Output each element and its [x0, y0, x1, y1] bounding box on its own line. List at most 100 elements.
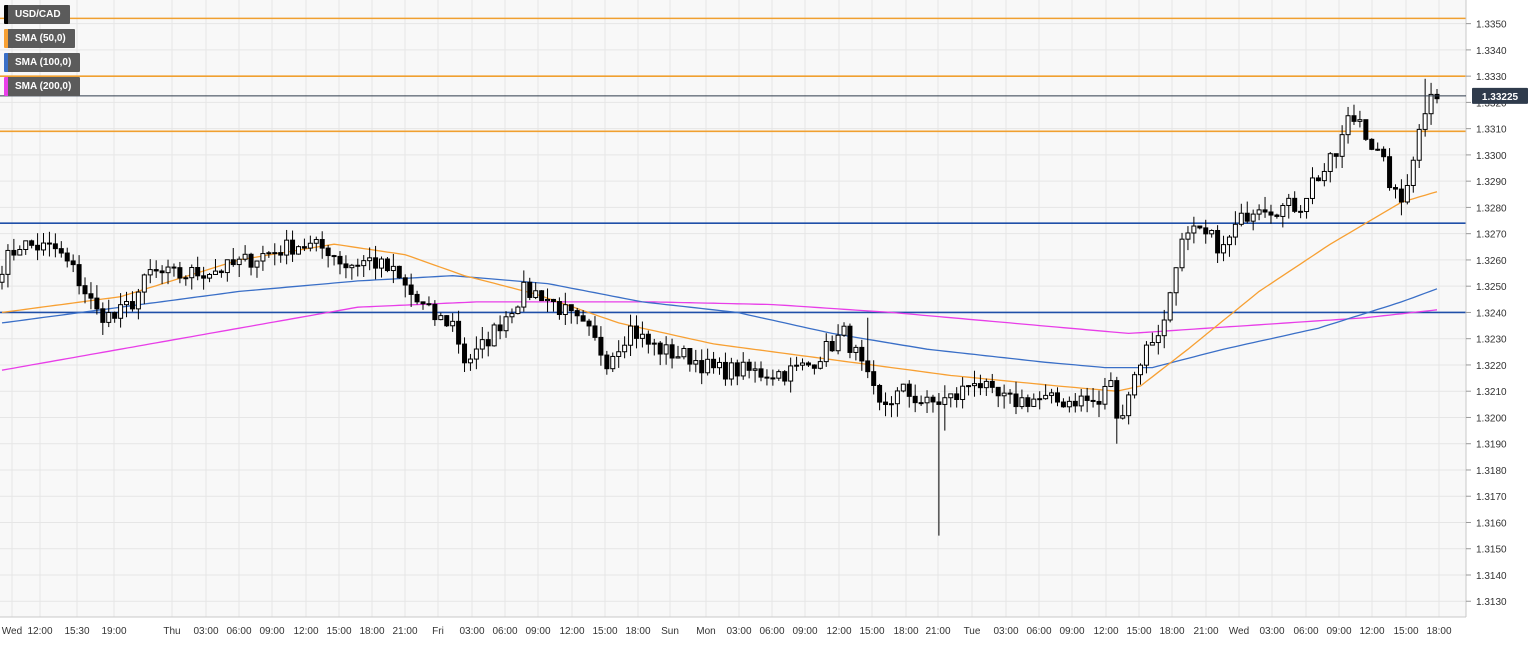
candle-body-up: [183, 277, 189, 280]
candle: [58, 241, 64, 258]
y-tick-label: 1.3290: [1476, 177, 1507, 188]
candle: [379, 256, 385, 278]
candle: [1203, 219, 1209, 244]
candle-body-up: [1066, 400, 1072, 408]
candle-body-down: [420, 301, 426, 305]
candle-body-up: [545, 298, 551, 302]
candle-body-down: [633, 325, 639, 339]
candle: [1007, 389, 1013, 404]
candle: [764, 369, 770, 386]
candle: [1226, 235, 1232, 257]
candle-body-up: [1155, 335, 1161, 344]
candle-body-down: [1434, 93, 1440, 100]
y-tick-label: 1.3340: [1476, 46, 1507, 57]
candle-body-down: [100, 308, 106, 323]
x-tick-label: 18:00: [1159, 626, 1184, 637]
candle: [290, 230, 296, 262]
candle-body-up: [1404, 184, 1410, 203]
candle-body-down: [877, 384, 883, 403]
x-tick-label: Mon: [696, 626, 715, 637]
candle-body-down: [1090, 399, 1096, 402]
candle-body-down: [248, 253, 254, 268]
candle-body-down: [918, 402, 924, 405]
candle-body-up: [1185, 232, 1191, 240]
candle-body-down: [936, 401, 942, 405]
legend-item-sma50[interactable]: SMA (50,0): [4, 29, 75, 48]
candle-body-up: [1143, 344, 1149, 366]
candle: [847, 323, 853, 359]
candle: [633, 315, 639, 349]
candle: [568, 304, 574, 324]
x-tick-label: 09:00: [792, 626, 817, 637]
candle-body-up: [307, 242, 313, 249]
candle-body-down: [550, 298, 556, 303]
candle-body-down: [1084, 395, 1090, 401]
candle-body-down: [604, 354, 610, 370]
candle: [473, 336, 479, 370]
candle-body-down: [645, 333, 651, 345]
candle: [580, 310, 586, 322]
candle-body-up: [17, 248, 23, 256]
x-tick-label: 03:00: [993, 626, 1018, 637]
candle-body-up: [390, 265, 396, 272]
candle-body-down: [711, 358, 717, 369]
candle: [1102, 377, 1108, 410]
candle-body-down: [734, 362, 740, 377]
candle: [5, 244, 11, 288]
candle: [1262, 196, 1268, 218]
candle-body-up: [521, 281, 527, 308]
candle-body-down: [1292, 197, 1298, 212]
candle: [1315, 175, 1321, 182]
candle-body-up: [1286, 197, 1292, 206]
candle: [485, 331, 491, 357]
candle-body-down: [201, 275, 207, 279]
candle-body-up: [800, 362, 806, 366]
candle: [479, 327, 485, 359]
candle: [1043, 384, 1049, 400]
candle: [1120, 404, 1126, 420]
candle: [1155, 324, 1161, 355]
candle-body-up: [705, 358, 711, 374]
candle-body-up: [1179, 238, 1185, 269]
candle-body-up: [491, 324, 497, 347]
candle-body-down: [805, 362, 811, 366]
candle: [521, 270, 527, 312]
y-tick-label: 1.3150: [1476, 545, 1507, 556]
x-tick-label: 12:00: [1093, 626, 1118, 637]
x-tick-label: 03:00: [459, 626, 484, 637]
legend-item-sma100[interactable]: SMA (100,0): [4, 53, 81, 72]
candle-body-down: [218, 270, 224, 274]
candle-body-down: [883, 401, 889, 405]
candle: [657, 340, 663, 366]
candle: [983, 378, 989, 396]
candle-body-down: [598, 336, 604, 356]
legend-item-sma200[interactable]: SMA (200,0): [4, 77, 81, 96]
candle: [319, 231, 325, 259]
y-tick-label: 1.3200: [1476, 413, 1507, 424]
candle: [687, 348, 693, 372]
candle-body-down: [906, 383, 912, 397]
candle: [823, 333, 829, 367]
y-tick-label: 1.3190: [1476, 440, 1507, 451]
candle: [1268, 204, 1274, 224]
candle-body-down: [29, 240, 35, 246]
x-tick-label: 09:00: [1326, 626, 1351, 637]
sma100-line: [1, 275, 1438, 369]
candle: [88, 282, 94, 310]
legend-item-usdcad[interactable]: USD/CAD: [4, 5, 70, 24]
x-tick-label: 18:00: [359, 626, 384, 637]
candle: [0, 265, 5, 290]
x-tick-label: 15:30: [64, 626, 89, 637]
candle-body-up: [379, 258, 385, 269]
candle: [1422, 78, 1428, 137]
candle: [236, 256, 242, 277]
candle-body-up: [224, 259, 230, 274]
candle-body-up: [900, 383, 906, 392]
candle: [960, 377, 966, 409]
candle-body-up: [242, 253, 248, 260]
candle-body-up: [924, 396, 930, 404]
candle-body-up: [1078, 395, 1084, 407]
candle-body-down: [574, 310, 580, 317]
y-tick-label: 1.3330: [1476, 72, 1507, 83]
candle: [651, 338, 657, 356]
